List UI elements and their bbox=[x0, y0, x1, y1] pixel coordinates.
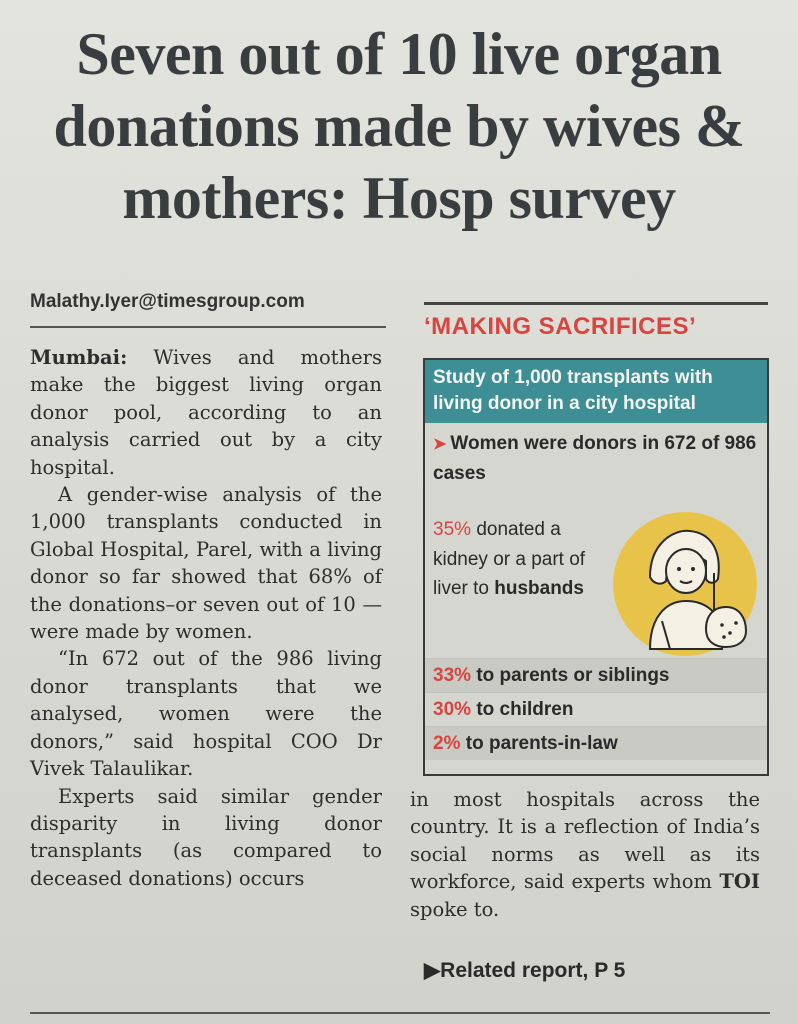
fact-children: 30% to children bbox=[425, 692, 767, 726]
paragraph-text: spoke to. bbox=[410, 897, 500, 921]
paragraph: Mumbai: Wives and mothers make the bigge… bbox=[30, 344, 382, 481]
paragraph: in most hospitals across the country. It… bbox=[410, 786, 760, 923]
fact-women-donors: ➤ Women were donors in 672 of 986 cases bbox=[425, 423, 767, 513]
fact-percent: 33% bbox=[433, 665, 472, 686]
related-report-link[interactable]: ▶Related report, P 5 bbox=[424, 958, 625, 983]
fact-text: donated a kidney or a part of liver to bbox=[433, 519, 586, 599]
fact-parents-siblings: 33% to parents or siblings bbox=[425, 658, 767, 692]
fact-percent: 2% bbox=[433, 733, 461, 754]
woman-illustration-icon bbox=[613, 512, 757, 656]
fact-percent: 35% bbox=[433, 519, 472, 540]
paragraph: A gender-wise analysis of the 1,000 tran… bbox=[30, 483, 382, 644]
fact-text: Women were donors in 672 of 986 cases bbox=[433, 433, 757, 484]
factbox-title: Study of 1,000 transplants with living d… bbox=[425, 360, 767, 423]
divider bbox=[30, 326, 386, 328]
fact-husbands: 35% donated a kidney or a part of liver … bbox=[425, 512, 767, 658]
fact-text: to children bbox=[476, 699, 574, 720]
fact-percent: 30% bbox=[433, 699, 472, 720]
paragraph: “In 672 out of the 986 living donor tran… bbox=[30, 647, 382, 781]
publication-name: TOI bbox=[719, 870, 760, 894]
byline: Malathy.Iyer@timesgroup.com bbox=[30, 291, 305, 312]
arrow-right-icon: ➤ bbox=[433, 436, 447, 453]
factbox: Study of 1,000 transplants with living d… bbox=[423, 358, 769, 776]
sidebar-kicker: ‘MAKING SACRIFICES’ bbox=[424, 313, 697, 340]
related-report-label: Related report, P 5 bbox=[440, 959, 626, 982]
fact-text: to parents or siblings bbox=[476, 665, 670, 686]
paragraph-text: in most hospitals across the country. It… bbox=[410, 788, 760, 894]
fact-text-block: 35% donated a kidney or a part of liver … bbox=[433, 515, 603, 604]
divider bbox=[424, 302, 768, 305]
dateline: Mumbai: bbox=[30, 346, 128, 369]
fact-text: to parents-in-law bbox=[465, 733, 618, 754]
play-arrow-icon: ▶ bbox=[424, 959, 441, 982]
fact-text-bold: husbands bbox=[494, 578, 584, 599]
article-body-right: in most hospitals across the country. It… bbox=[410, 786, 760, 923]
fact-parents-in-law: 2% to parents-in-law bbox=[425, 726, 767, 760]
paragraph: Experts said similar gender disparity in… bbox=[30, 784, 382, 890]
article-body-left: Mumbai: Wives and mothers make the bigge… bbox=[30, 344, 382, 892]
paragraph-text: Wives and mothers make the biggest livin… bbox=[30, 346, 383, 479]
divider bbox=[30, 1012, 770, 1014]
headline: Seven out of 10 live organ donations mad… bbox=[53, 21, 745, 231]
